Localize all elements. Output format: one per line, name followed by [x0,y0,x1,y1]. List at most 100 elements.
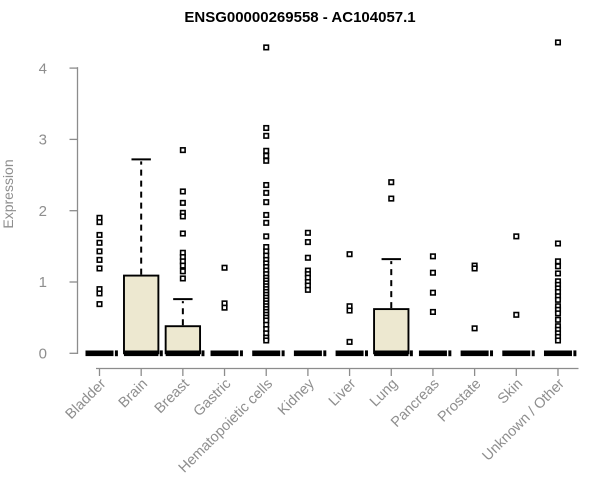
zero-point-blip [239,350,243,357]
outlier-point [96,219,103,226]
box-group-prostate [460,262,494,357]
outlier-point [96,231,103,238]
zero-point-blip [531,350,535,357]
outlier-point [346,251,353,258]
outlier-point [429,253,436,260]
outlier-point [554,270,562,277]
box-group-lung [373,179,413,357]
outlier-point [263,199,270,206]
outlier-point [179,230,186,237]
median-bar [85,350,114,357]
x-tick-label: Kidney [275,375,318,418]
outlier-point [263,233,270,240]
x-tick-label: Breast [152,376,193,417]
zero-point-blip [114,350,118,357]
outlier-point [554,296,562,303]
median-bar [502,350,531,357]
outlier-point [554,39,562,46]
outlier-point [554,310,562,317]
outlier-point [96,248,103,255]
x-tick-label: Brain [116,376,151,411]
plot-area: 0 1 2 3 4 Bladder Brain BreastGastricHematopoie… [39,39,579,476]
zero-point-blip [573,350,577,357]
median-bar [335,350,364,357]
outlier-point [388,195,395,202]
outlier-point [346,338,353,345]
x-tick-label: Liver [326,376,360,410]
chart-title: ENSG00000269558 - AC104057.1 [184,9,415,26]
outlier-point [346,307,353,314]
zero-point-blip [281,350,285,357]
outlier-point [263,219,270,226]
outlier-point [179,275,186,282]
median-bar [374,350,409,357]
outlier-point [179,147,186,154]
zero-point-blip [364,350,368,357]
outlier-point [263,44,270,51]
y-axis-label: Expression [0,159,16,228]
box-group-breast [164,147,205,357]
box-group-pancreas [418,253,452,357]
y-tick-label: 2 [39,203,47,220]
zero-point-blip [201,350,205,357]
box-group-skin [502,233,535,357]
y-tick-label: 4 [39,60,47,77]
outlier-point [179,262,186,269]
x-tick-label: Bladder [63,376,110,423]
box-group-gastric [210,264,243,357]
outlier-point [263,152,270,159]
y-tick-label: 1 [39,274,47,291]
outlier-point [554,337,562,344]
box-group-hematopoietic-cells [252,44,285,357]
outlier-point [429,269,436,276]
outlier-point [96,265,103,272]
outlier-point [221,264,228,271]
outlier-point [554,316,562,323]
median-bar [165,350,201,357]
box-group-bladder [85,214,118,357]
outlier-point [471,265,478,272]
outlier-point [179,268,186,275]
zero-point-blip [490,350,494,357]
outlier-point [263,147,270,154]
outlier-point [96,256,103,263]
outlier-point [304,286,311,293]
outlier-point [96,301,103,308]
box-rect [123,274,160,355]
median-bar [210,350,239,357]
outlier-point [304,254,311,261]
outlier-point [179,213,186,220]
outlier-point [96,239,103,246]
median-bar [460,350,489,357]
median-bar [252,350,281,357]
x-tick-label: Skin [495,376,526,407]
outlier-point [513,233,520,240]
zero-point-blip [448,350,452,357]
outlier-point [179,188,186,195]
outlier-point [263,132,270,139]
outlier-point [304,229,311,236]
zero-point-blip [323,350,327,357]
outlier-point [96,290,103,297]
outlier-point [554,240,562,247]
outlier-point [263,189,270,196]
outlier-point [263,211,270,219]
box-rect [373,308,410,355]
outlier-point [471,325,478,332]
outlier-point [263,181,270,189]
zero-point-blip [159,350,163,357]
median-bar [543,350,572,357]
outlier-point [263,157,270,164]
box-rect [164,325,202,355]
outlier-point [554,263,562,270]
outlier-point [429,308,436,315]
outlier-point [221,304,228,311]
outlier-point [263,124,270,132]
zero-point-blip [409,350,413,357]
y-tick-label: 0 [39,346,47,363]
outlier-point [179,199,186,206]
outlier-point [304,239,311,246]
outlier-point [554,258,562,265]
